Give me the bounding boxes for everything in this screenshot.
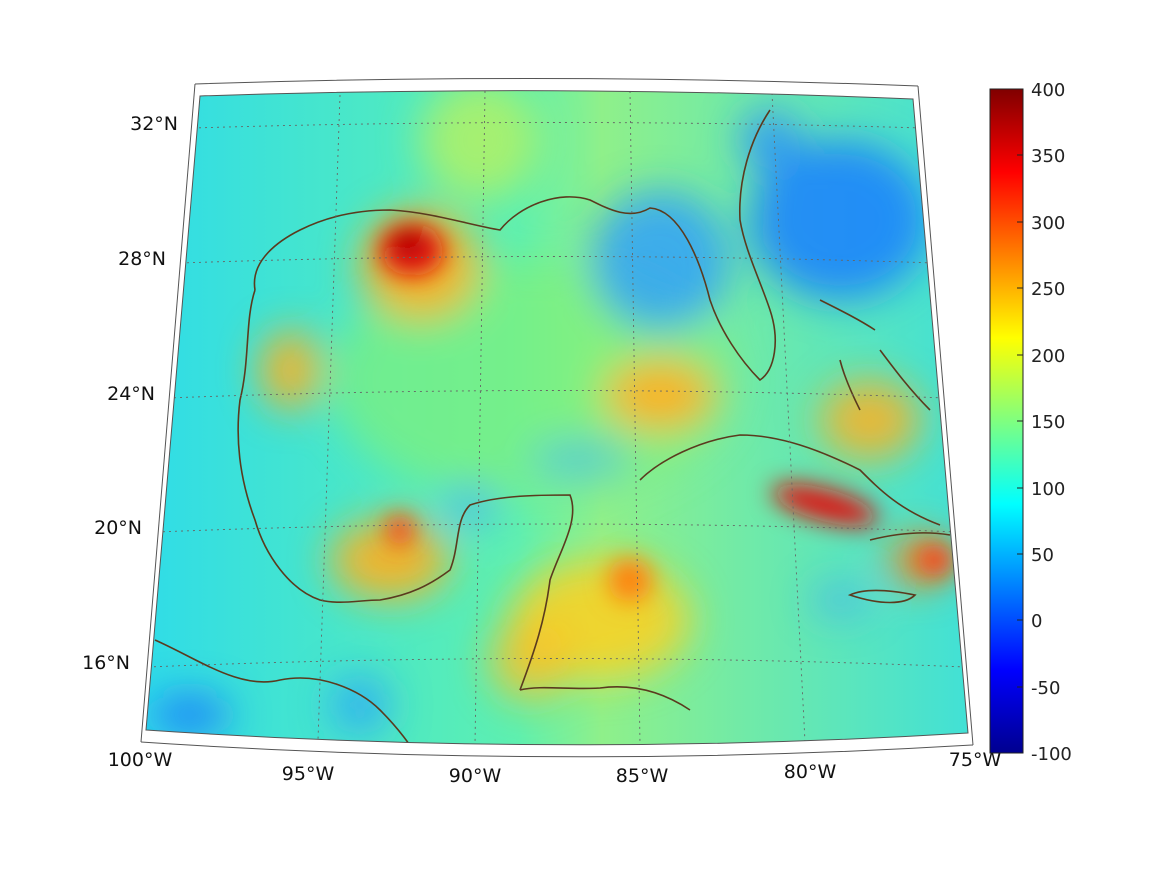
- colorbar-tick-200: 200: [1031, 346, 1065, 367]
- colorbar-tick-300: 300: [1031, 213, 1065, 234]
- lon-label-90w: 90°W: [449, 765, 502, 787]
- colorbar-tick-150: 150: [1031, 412, 1065, 433]
- colorbar-tick-350: 350: [1031, 146, 1065, 167]
- lon-label-100w: 100°W: [108, 749, 173, 771]
- longitude-labels: 100°W 95°W 90°W 85°W 80°W 75°W: [108, 749, 1002, 787]
- lon-label-85w: 85°W: [616, 765, 669, 787]
- lat-label-32n: 32°N: [130, 113, 178, 135]
- lon-label-75w: 75°W: [949, 749, 1002, 771]
- latitude-labels: 32°N 28°N 24°N 20°N 16°N: [82, 113, 178, 674]
- lat-label-24n: 24°N: [107, 383, 155, 405]
- colorbar-tick-100: 100: [1031, 479, 1065, 500]
- lat-label-16n: 16°N: [82, 652, 130, 674]
- colorbar-tick-0: 0: [1031, 611, 1042, 632]
- lon-label-95w: 95°W: [282, 763, 335, 785]
- map-frame: [140, 77, 974, 758]
- lat-label-20n: 20°N: [94, 517, 142, 539]
- lat-label-28n: 28°N: [118, 248, 166, 270]
- colorbar: 400 350 300 250 200 150 100 50 0 -50 -10…: [989, 80, 1072, 765]
- lon-label-80w: 80°W: [784, 761, 837, 783]
- colorbar-tick-250: 250: [1031, 279, 1065, 300]
- colorbar-tick-neg50: -50: [1031, 678, 1060, 699]
- graticule: [147, 90, 967, 745]
- colorbar-tick-neg100: -100: [1031, 744, 1072, 765]
- colorbar-tick-50: 50: [1031, 545, 1054, 566]
- colorbar-tick-400: 400: [1031, 80, 1065, 101]
- field-layer: [146, 90, 968, 745]
- coastlines: [154, 109, 951, 745]
